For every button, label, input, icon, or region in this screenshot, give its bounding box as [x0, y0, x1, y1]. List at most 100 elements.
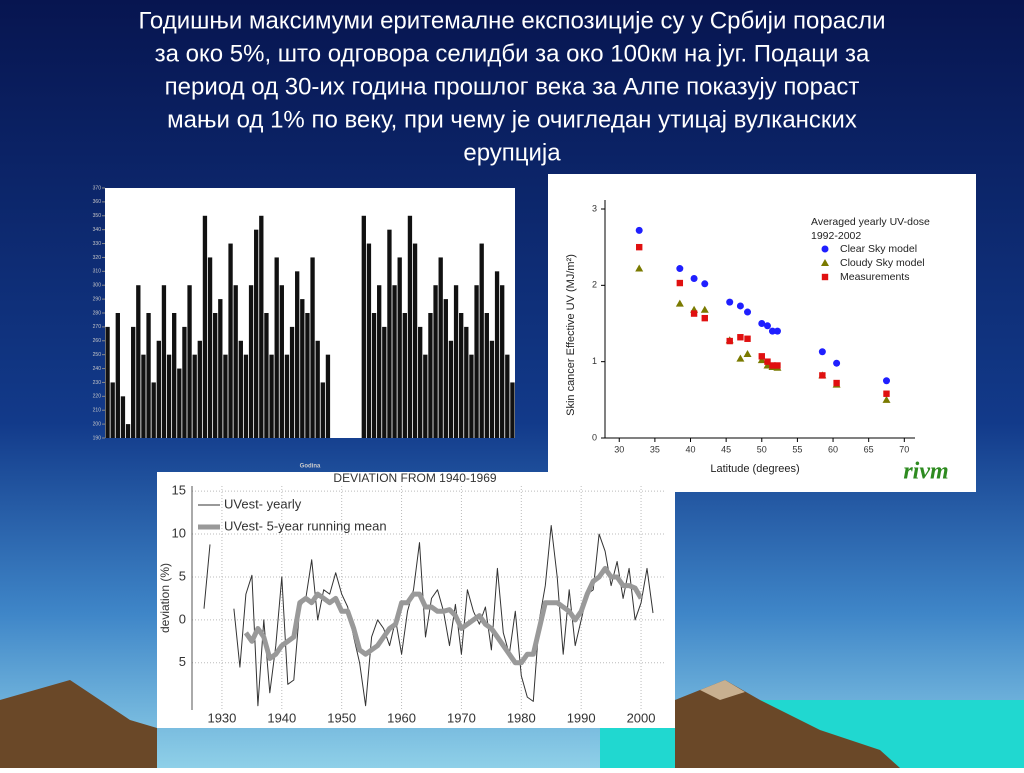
point — [744, 308, 752, 316]
bar — [120, 396, 126, 438]
bar — [161, 285, 167, 438]
slide-title: мањи од 1% по веку, при чему је очигледа… — [167, 106, 857, 133]
y-tick-label: 300 — [93, 283, 102, 289]
point — [635, 226, 643, 234]
bar — [274, 257, 279, 438]
bar — [484, 313, 489, 438]
point — [882, 395, 891, 403]
bar — [305, 313, 310, 438]
y-tick-label: 210 — [93, 408, 102, 414]
point — [757, 356, 766, 364]
bar — [438, 257, 443, 438]
bar — [125, 424, 131, 438]
point — [701, 314, 708, 322]
y-tick-label: 0 — [592, 432, 597, 442]
x-tick-label: 40 — [686, 444, 696, 454]
bar — [469, 354, 474, 438]
bar — [505, 354, 510, 438]
x-tick-label: 1930 — [207, 710, 236, 725]
x-tick-label: 1980 — [507, 710, 536, 725]
point — [773, 327, 781, 335]
bar — [448, 340, 454, 438]
y-tick-label: 280 — [93, 310, 102, 316]
bar — [141, 354, 146, 438]
y-tick-label: 2 — [592, 280, 597, 290]
point — [744, 335, 751, 342]
bar — [213, 313, 218, 438]
legend-label: Clear Sky model — [840, 243, 917, 255]
bar — [310, 257, 315, 438]
bar — [320, 382, 325, 438]
slide-title: за око 5%, што одговора селидби за око 1… — [155, 40, 870, 67]
point — [774, 362, 781, 369]
bar — [479, 243, 484, 438]
y-tick-label: 5 — [179, 568, 186, 583]
bar — [115, 313, 120, 438]
y-tick-label: 240 — [93, 366, 102, 372]
legend-title: 1992-2002 — [811, 230, 861, 242]
legend-marker — [821, 259, 829, 266]
bar — [361, 215, 366, 438]
mountain — [675, 680, 900, 768]
y-tick-label: 320 — [93, 255, 102, 261]
x-tick-label: 1960 — [387, 710, 416, 725]
y-tick-label: 370 — [93, 185, 102, 191]
x-tick-label: 50 — [757, 444, 767, 454]
point — [690, 310, 698, 317]
bar — [259, 215, 264, 438]
bar — [453, 285, 459, 438]
bar — [269, 354, 274, 438]
point — [700, 305, 709, 313]
point — [726, 337, 733, 345]
legend-label: UVest- 5-year running mean — [224, 518, 387, 533]
point — [758, 320, 766, 327]
bar — [177, 368, 182, 438]
legend-title: Averaged yearly UV-dose — [811, 216, 930, 228]
x-axis-label: Godina — [300, 464, 321, 470]
x-tick-label: 65 — [864, 444, 874, 454]
point — [768, 327, 776, 335]
bar — [238, 340, 243, 438]
point — [737, 334, 744, 341]
slide-title: ерупција — [463, 139, 561, 166]
y-tick-label: 330 — [93, 241, 102, 247]
bar — [284, 354, 290, 438]
y-tick-label: 10 — [172, 525, 186, 540]
bar — [243, 354, 249, 438]
bar — [295, 271, 300, 438]
bar — [428, 313, 433, 438]
point — [736, 302, 744, 310]
bar — [423, 354, 428, 438]
point — [763, 322, 771, 330]
bar — [197, 340, 202, 438]
y-tick-label: 0 — [179, 611, 186, 626]
y-tick-label: 290 — [93, 296, 102, 302]
bar — [366, 243, 372, 438]
bar — [464, 326, 469, 438]
chart-3-panel — [157, 472, 675, 728]
bar — [254, 229, 259, 438]
bar — [172, 313, 177, 438]
bar — [500, 285, 505, 438]
mountain — [0, 680, 157, 768]
bar — [192, 354, 197, 438]
y-tick-label: 260 — [93, 338, 102, 344]
point — [819, 372, 826, 379]
point — [726, 298, 734, 306]
bar — [202, 215, 208, 438]
x-tick-label: 70 — [899, 444, 909, 454]
point — [701, 280, 709, 288]
bar — [402, 313, 407, 438]
point — [635, 264, 644, 272]
y-tick-label: 200 — [93, 421, 102, 427]
bar — [156, 340, 161, 438]
point — [833, 379, 840, 387]
y-tick-label: 220 — [93, 394, 102, 400]
legend-marker — [821, 245, 829, 253]
bar — [218, 299, 223, 438]
point — [676, 265, 684, 273]
x-tick-label: 45 — [721, 444, 731, 454]
x-tick-label: 1970 — [447, 710, 476, 725]
point — [690, 274, 698, 282]
bar — [207, 257, 213, 438]
